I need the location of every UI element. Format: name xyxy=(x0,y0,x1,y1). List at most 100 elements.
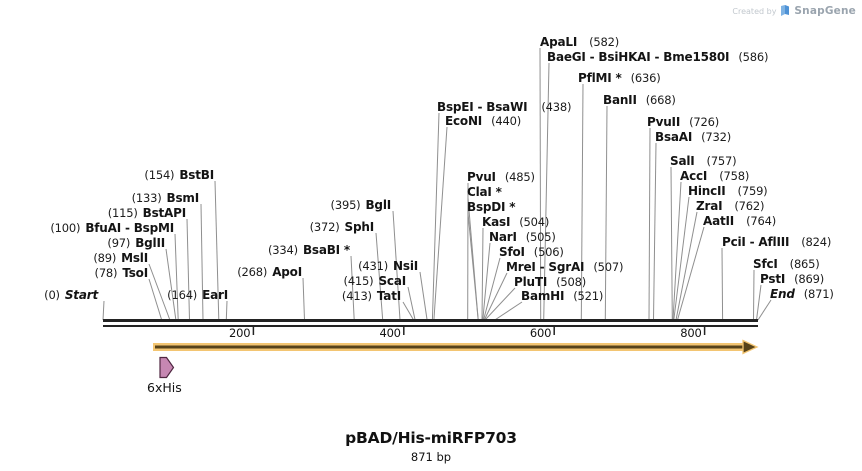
site-label-end: End (871) xyxy=(770,288,834,301)
site-label-bgli: (395) BglI xyxy=(331,198,392,212)
site-line-tati xyxy=(402,301,415,321)
site-position: (582) xyxy=(589,35,620,49)
site-label-tati: (413) TatI xyxy=(342,290,401,303)
site-name: BsmI xyxy=(166,191,200,205)
watermark: Created by SnapGene xyxy=(732,5,856,17)
site-name: MslI xyxy=(121,251,148,265)
site-label-scai: (415) ScaI xyxy=(344,275,407,288)
site-position: (440) xyxy=(491,114,522,128)
site-position: (869) xyxy=(794,272,825,286)
site-label-pluti: PluTI (508) xyxy=(514,276,586,289)
site-name: BsaBI * xyxy=(302,243,350,257)
title-block: pBAD/His-miRFP703 871 bp xyxy=(0,429,862,464)
site-position: (507) xyxy=(593,260,624,274)
site-label-econi: EcoNI (440) xyxy=(445,115,521,128)
site-line-bstbi xyxy=(214,180,220,321)
site-label-sphi: (372) SphI xyxy=(309,220,375,234)
site-line-bfuai-bspmi xyxy=(174,233,179,321)
site-position: (824) xyxy=(801,235,832,249)
site-line-baegi-bsihkai-bme1580i xyxy=(543,62,550,321)
site-name: ApoI xyxy=(272,265,302,279)
plasmid-length: 871 bp xyxy=(410,450,452,464)
site-name: BglI xyxy=(365,198,391,212)
site-label-pvuii: PvuII (726) xyxy=(647,116,719,129)
site-name: BspDI * xyxy=(467,200,516,214)
site-label-apali: ApaLI (582) xyxy=(540,36,619,49)
site-name: HincII xyxy=(688,184,726,198)
site-name: PvuII xyxy=(647,115,681,129)
site-label-mrei-sgrai: MreI - SgrAI (507) xyxy=(506,261,623,274)
orf-arrow xyxy=(153,339,759,355)
site-label-bamhi: BamHI (521) xyxy=(521,290,603,303)
site-line-pluti xyxy=(484,287,516,321)
site-position: (636) xyxy=(630,71,661,85)
site-label-start: (0) Start xyxy=(44,289,98,302)
site-label-pvui: PvuI (485) xyxy=(467,171,535,184)
site-line-eari xyxy=(225,300,228,321)
site-line-zrai xyxy=(675,211,698,321)
site-name: TsoI xyxy=(122,266,148,280)
site-name: PstI xyxy=(760,272,786,286)
site-position: (100) xyxy=(50,221,81,235)
site-label-bglii: (97) BglII xyxy=(107,237,165,250)
site-line-aatii xyxy=(677,226,705,321)
site-name: ApaLI xyxy=(540,35,578,49)
site-position: (431) xyxy=(358,259,389,273)
his-tag-arrow xyxy=(159,356,175,379)
site-position: (133) xyxy=(131,191,162,205)
site-line-sali xyxy=(670,166,673,321)
site-position: (759) xyxy=(737,184,768,198)
site-position: (78) xyxy=(94,266,118,280)
site-line-end xyxy=(757,299,772,321)
site-name: BamHI xyxy=(521,289,565,303)
site-connector-lines xyxy=(102,47,772,321)
site-line-apali xyxy=(539,47,542,321)
site-position: (485) xyxy=(504,170,535,184)
site-position: (372) xyxy=(309,220,340,234)
site-line-msli xyxy=(148,263,171,321)
site-line-tsoi xyxy=(148,278,163,321)
site-position: (0) xyxy=(44,288,60,302)
site-label-bstapi: (115) BstAPI xyxy=(108,207,187,220)
site-name: NarI xyxy=(489,230,517,244)
site-position: (764) xyxy=(746,214,776,228)
site-label-acci: AccI (758) xyxy=(680,170,749,183)
site-position: (521) xyxy=(573,289,604,303)
site-line-pcii-afliii xyxy=(721,247,724,321)
site-label-zrai: ZraI (762) xyxy=(696,199,765,213)
site-label-baegi-bsihkai-bme1580i: BaeGI - BsiHKAI - Bme1580I (586) xyxy=(547,51,768,64)
site-name: PflMI * xyxy=(578,71,622,85)
site-line-bgli xyxy=(392,210,401,321)
site-position: (504) xyxy=(519,215,550,229)
site-name: BaeGI - BsiHKAI - Bme1580I xyxy=(547,50,730,64)
site-position: (762) xyxy=(734,199,765,213)
site-name: EarI xyxy=(202,288,228,302)
site-position: (154) xyxy=(144,168,175,182)
watermark-created-by: Created by xyxy=(732,6,777,16)
site-label-psti: PstI (869) xyxy=(760,273,824,286)
site-name: ClaI * xyxy=(467,185,502,199)
site-line-econi xyxy=(433,126,448,321)
site-name: SfoI xyxy=(499,245,525,259)
site-label-bfuai-bspmi: (100) BfuAI - BspMI xyxy=(50,222,174,235)
site-name: PciI - AflIII xyxy=(722,235,790,249)
site-line-sfoi xyxy=(483,257,501,321)
site-line-apoi xyxy=(302,277,305,321)
site-label-hincii: HincII (759) xyxy=(688,184,768,198)
site-name: TatI xyxy=(376,289,401,303)
ruler-label-800: 800 xyxy=(680,326,702,340)
site-line-scai xyxy=(407,286,416,321)
snapgene-flag-icon xyxy=(781,5,790,16)
site-position: (505) xyxy=(525,230,556,244)
site-label-apoi: (268) ApoI xyxy=(237,266,302,279)
site-label-bstbi: (154) BstBI xyxy=(144,169,214,182)
site-position: (334) xyxy=(268,243,298,257)
site-label-banii: BanII (668) xyxy=(603,94,676,107)
site-line-pvuii xyxy=(648,127,651,321)
site-position: (268) xyxy=(237,265,268,279)
site-line-start xyxy=(102,300,105,321)
site-position: (586) xyxy=(738,50,769,64)
site-name: BspEI - BsaWI xyxy=(437,100,528,114)
